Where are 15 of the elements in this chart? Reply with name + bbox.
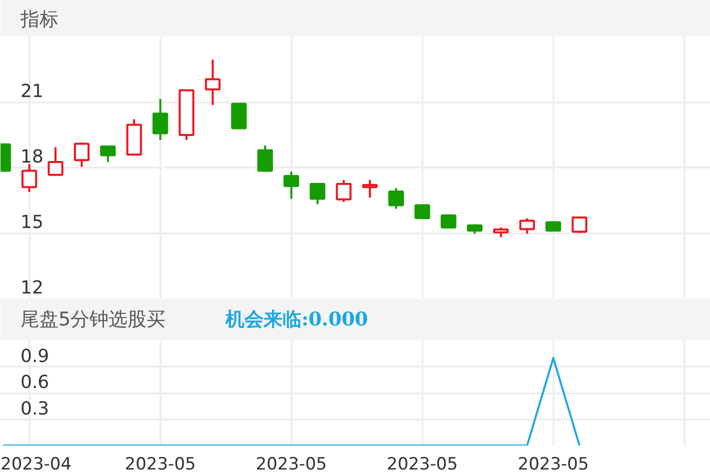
y-tick-label: 12	[20, 278, 44, 298]
x-tick-label: 2023-05	[256, 454, 327, 472]
x-tick-label: 2023-05	[386, 454, 458, 472]
y-tick-label: 21	[20, 81, 44, 102]
y-tick-label: 0.6	[20, 372, 50, 393]
y-tick-label: 18	[20, 146, 44, 168]
y-tick-label: 0.3	[20, 398, 50, 420]
chart-title: 指标	[20, 8, 58, 30]
y-tick-label: 15	[20, 212, 44, 233]
y-tick-label: 0.9	[20, 346, 50, 367]
x-tick-label: 2023-04	[0, 454, 72, 472]
x-tick-label: 2023-05	[124, 454, 196, 472]
chart-title: 尾盘5分钟选股买	[20, 308, 166, 330]
text: 机会来临:0.000	[224, 308, 368, 330]
x-tick-label: 2023-05	[518, 454, 589, 472]
